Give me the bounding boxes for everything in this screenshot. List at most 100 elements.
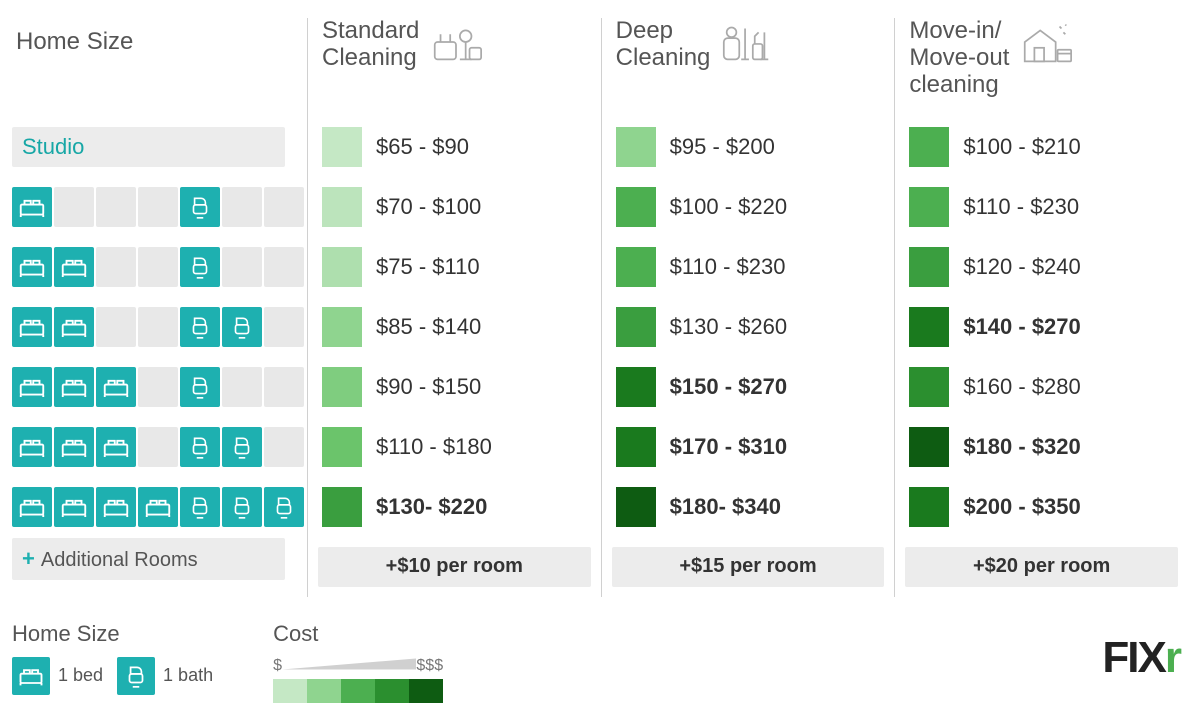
empty-slot: [138, 187, 178, 227]
standard-price-row-1: $70 - $100: [307, 177, 601, 237]
bed-icon: [96, 367, 136, 407]
empty-slot: [264, 307, 304, 347]
bed-icon: [96, 427, 136, 467]
bed-icon: [12, 367, 52, 407]
move-header: Move-in/Move-outcleaning: [894, 18, 1188, 117]
empty-slot: [222, 247, 262, 287]
price-text: $100 - $220: [670, 194, 787, 220]
legend-bath: 1 bath: [117, 657, 213, 695]
bath-icon: [180, 307, 220, 347]
price-text: $110 - $230: [670, 254, 786, 280]
bed-icon: [12, 487, 52, 527]
cost-swatch: [909, 487, 949, 527]
bed-icon: [12, 187, 52, 227]
empty-slot: [138, 307, 178, 347]
bed-icon: [54, 487, 94, 527]
bed-icon: [54, 367, 94, 407]
cost-swatch: [616, 187, 656, 227]
cost-swatch: [909, 367, 949, 407]
price-text: $110 - $180: [376, 434, 492, 460]
legend-home: Home Size 1 bed 1 bath: [12, 621, 213, 695]
cost-swatch: [322, 487, 362, 527]
price-text: $85 - $140: [376, 314, 481, 340]
bath-icon: [222, 307, 262, 347]
cost-swatch: [909, 307, 949, 347]
additional-standard: +$10 per room: [318, 547, 591, 587]
additional-rooms-label: +Additional Rooms: [12, 537, 307, 581]
empty-slot: [264, 367, 304, 407]
move-price-row-2: $120 - $240: [894, 237, 1188, 297]
bed-icon: [12, 427, 52, 467]
scale-swatch: [341, 679, 375, 703]
bed-icon: [96, 487, 136, 527]
deep-price-row-4: $150 - $270: [601, 357, 895, 417]
scale-swatch: [273, 679, 307, 703]
price-text: $160 - $280: [963, 374, 1080, 400]
bath-icon: [264, 487, 304, 527]
empty-slot: [96, 187, 136, 227]
empty-slot: [138, 367, 178, 407]
price-text: $130 - $260: [670, 314, 787, 340]
standard-price-row-5: $110 - $180: [307, 417, 601, 477]
price-text: $170 - $310: [670, 434, 787, 460]
price-text: $90 - $150: [376, 374, 481, 400]
empty-slot: [54, 187, 94, 227]
price-text: $110 - $230: [963, 194, 1079, 220]
legend-home-title: Home Size: [12, 621, 213, 647]
home-row-4: [12, 357, 307, 417]
bed-icon: [54, 307, 94, 347]
bath-icon: [180, 187, 220, 227]
home-row-studio: Studio: [12, 117, 307, 177]
cost-triangle-icon: [282, 657, 416, 671]
cost-swatch: [909, 247, 949, 287]
bed-icon: [54, 427, 94, 467]
price-text: $100 - $210: [963, 134, 1080, 160]
bath-icon: [180, 427, 220, 467]
price-text: $65 - $90: [376, 134, 469, 160]
home-row-3: [12, 297, 307, 357]
deep-price-row-3: $130 - $260: [601, 297, 895, 357]
deep-price-row-2: $110 - $230: [601, 237, 895, 297]
additional-deep: +$15 per room: [612, 547, 885, 587]
move-price-row-3: $140 - $270: [894, 297, 1188, 357]
empty-slot: [264, 427, 304, 467]
legend-cost: Cost $ $$$: [273, 621, 443, 703]
price-text: $120 - $240: [963, 254, 1080, 280]
bath-icon: [180, 247, 220, 287]
move-price-row-1: $110 - $230: [894, 177, 1188, 237]
home-row-6: [12, 477, 307, 537]
bath-icon: [222, 487, 262, 527]
move-price-row-5: $180 - $320: [894, 417, 1188, 477]
empty-slot: [138, 427, 178, 467]
cost-swatch: [322, 127, 362, 167]
price-text: $130- $220: [376, 494, 487, 520]
home-size-header: Home Size: [12, 18, 307, 117]
home-row-5: [12, 417, 307, 477]
cost-swatch: [322, 367, 362, 407]
scale-swatch: [375, 679, 409, 703]
empty-slot: [96, 307, 136, 347]
deep-price-row-0: $95 - $200: [601, 117, 895, 177]
bath-icon: [117, 657, 155, 695]
cost-swatch: [616, 127, 656, 167]
cost-swatch: [616, 307, 656, 347]
price-text: $180- $340: [670, 494, 781, 520]
standard-header: StandardCleaning: [307, 18, 601, 117]
legend: Home Size 1 bed 1 bath Cost $ $$$: [12, 621, 1188, 703]
cost-swatch: [322, 427, 362, 467]
price-text: $95 - $200: [670, 134, 775, 160]
empty-slot: [138, 247, 178, 287]
standard-price-row-3: $85 - $140: [307, 297, 601, 357]
cost-swatch: [322, 307, 362, 347]
move-price-row-4: $160 - $280: [894, 357, 1188, 417]
bed-icon: [138, 487, 178, 527]
cost-swatch: [322, 247, 362, 287]
cost-swatch: [909, 427, 949, 467]
home-row-1: [12, 177, 307, 237]
standard-price-row-4: $90 - $150: [307, 357, 601, 417]
cost-swatch: [616, 427, 656, 467]
cost-swatch: [616, 487, 656, 527]
bath-icon: [180, 367, 220, 407]
bed-icon: [12, 247, 52, 287]
empty-slot: [222, 367, 262, 407]
